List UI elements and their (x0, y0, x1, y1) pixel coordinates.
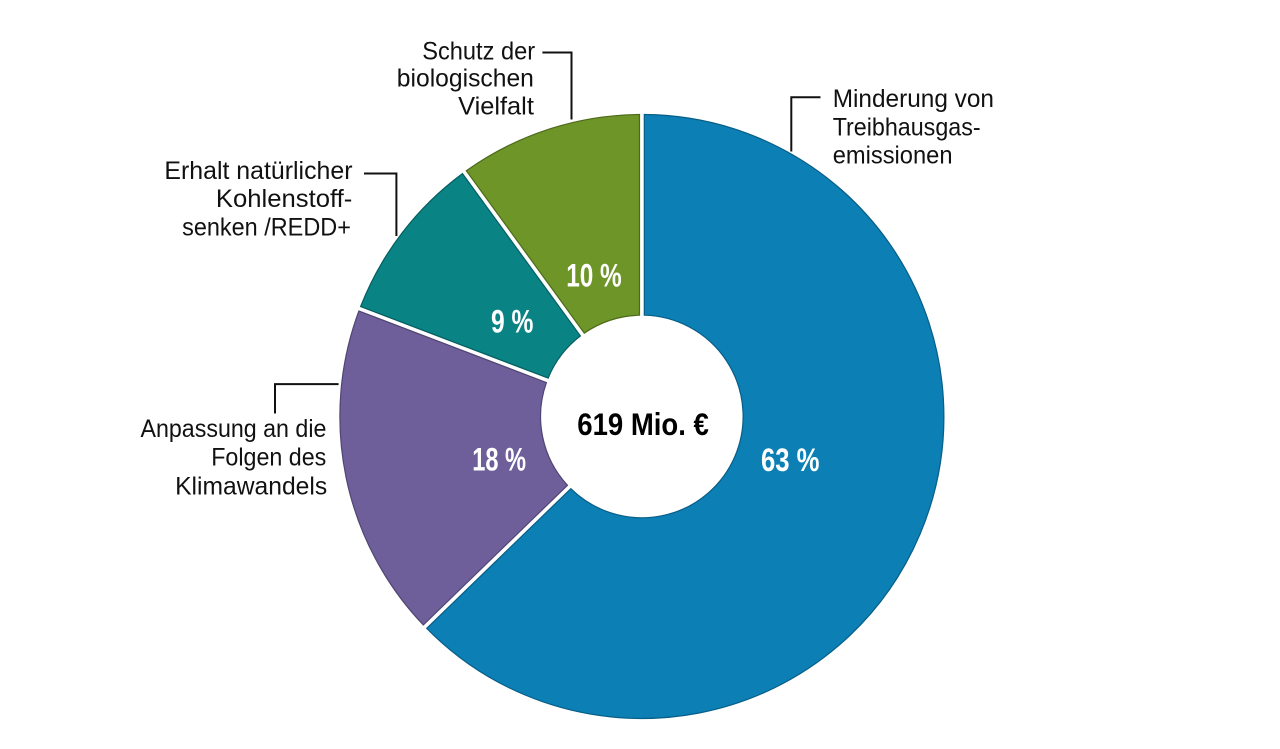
svg-text:Vielfalt: Vielfalt (458, 93, 534, 121)
svg-text:Anpassung an die: Anpassung an die (141, 415, 327, 443)
svg-text:senken /REDD+: senken /REDD+ (182, 214, 351, 242)
svg-text:Erhalt natürlicher: Erhalt natürlicher (164, 157, 352, 185)
svg-text:emissionen: emissionen (833, 141, 953, 169)
svg-text:619 Mio. €: 619 Mio. € (577, 406, 709, 442)
svg-text:63 %: 63 % (761, 442, 820, 478)
svg-text:Klimawandels: Klimawandels (175, 472, 327, 500)
svg-text:Treibhausgas-: Treibhausgas- (833, 113, 981, 141)
svg-text:9 %: 9 % (491, 304, 533, 340)
svg-text:Kohlenstoff-: Kohlenstoff- (216, 185, 352, 213)
svg-text:Folgen des: Folgen des (211, 444, 326, 472)
svg-text:biologischen: biologischen (397, 65, 534, 93)
svg-text:Minderung von: Minderung von (833, 85, 994, 113)
svg-text:10 %: 10 % (566, 258, 622, 294)
svg-text:18 %: 18 % (472, 442, 526, 478)
svg-text:Schutz der: Schutz der (422, 38, 535, 66)
